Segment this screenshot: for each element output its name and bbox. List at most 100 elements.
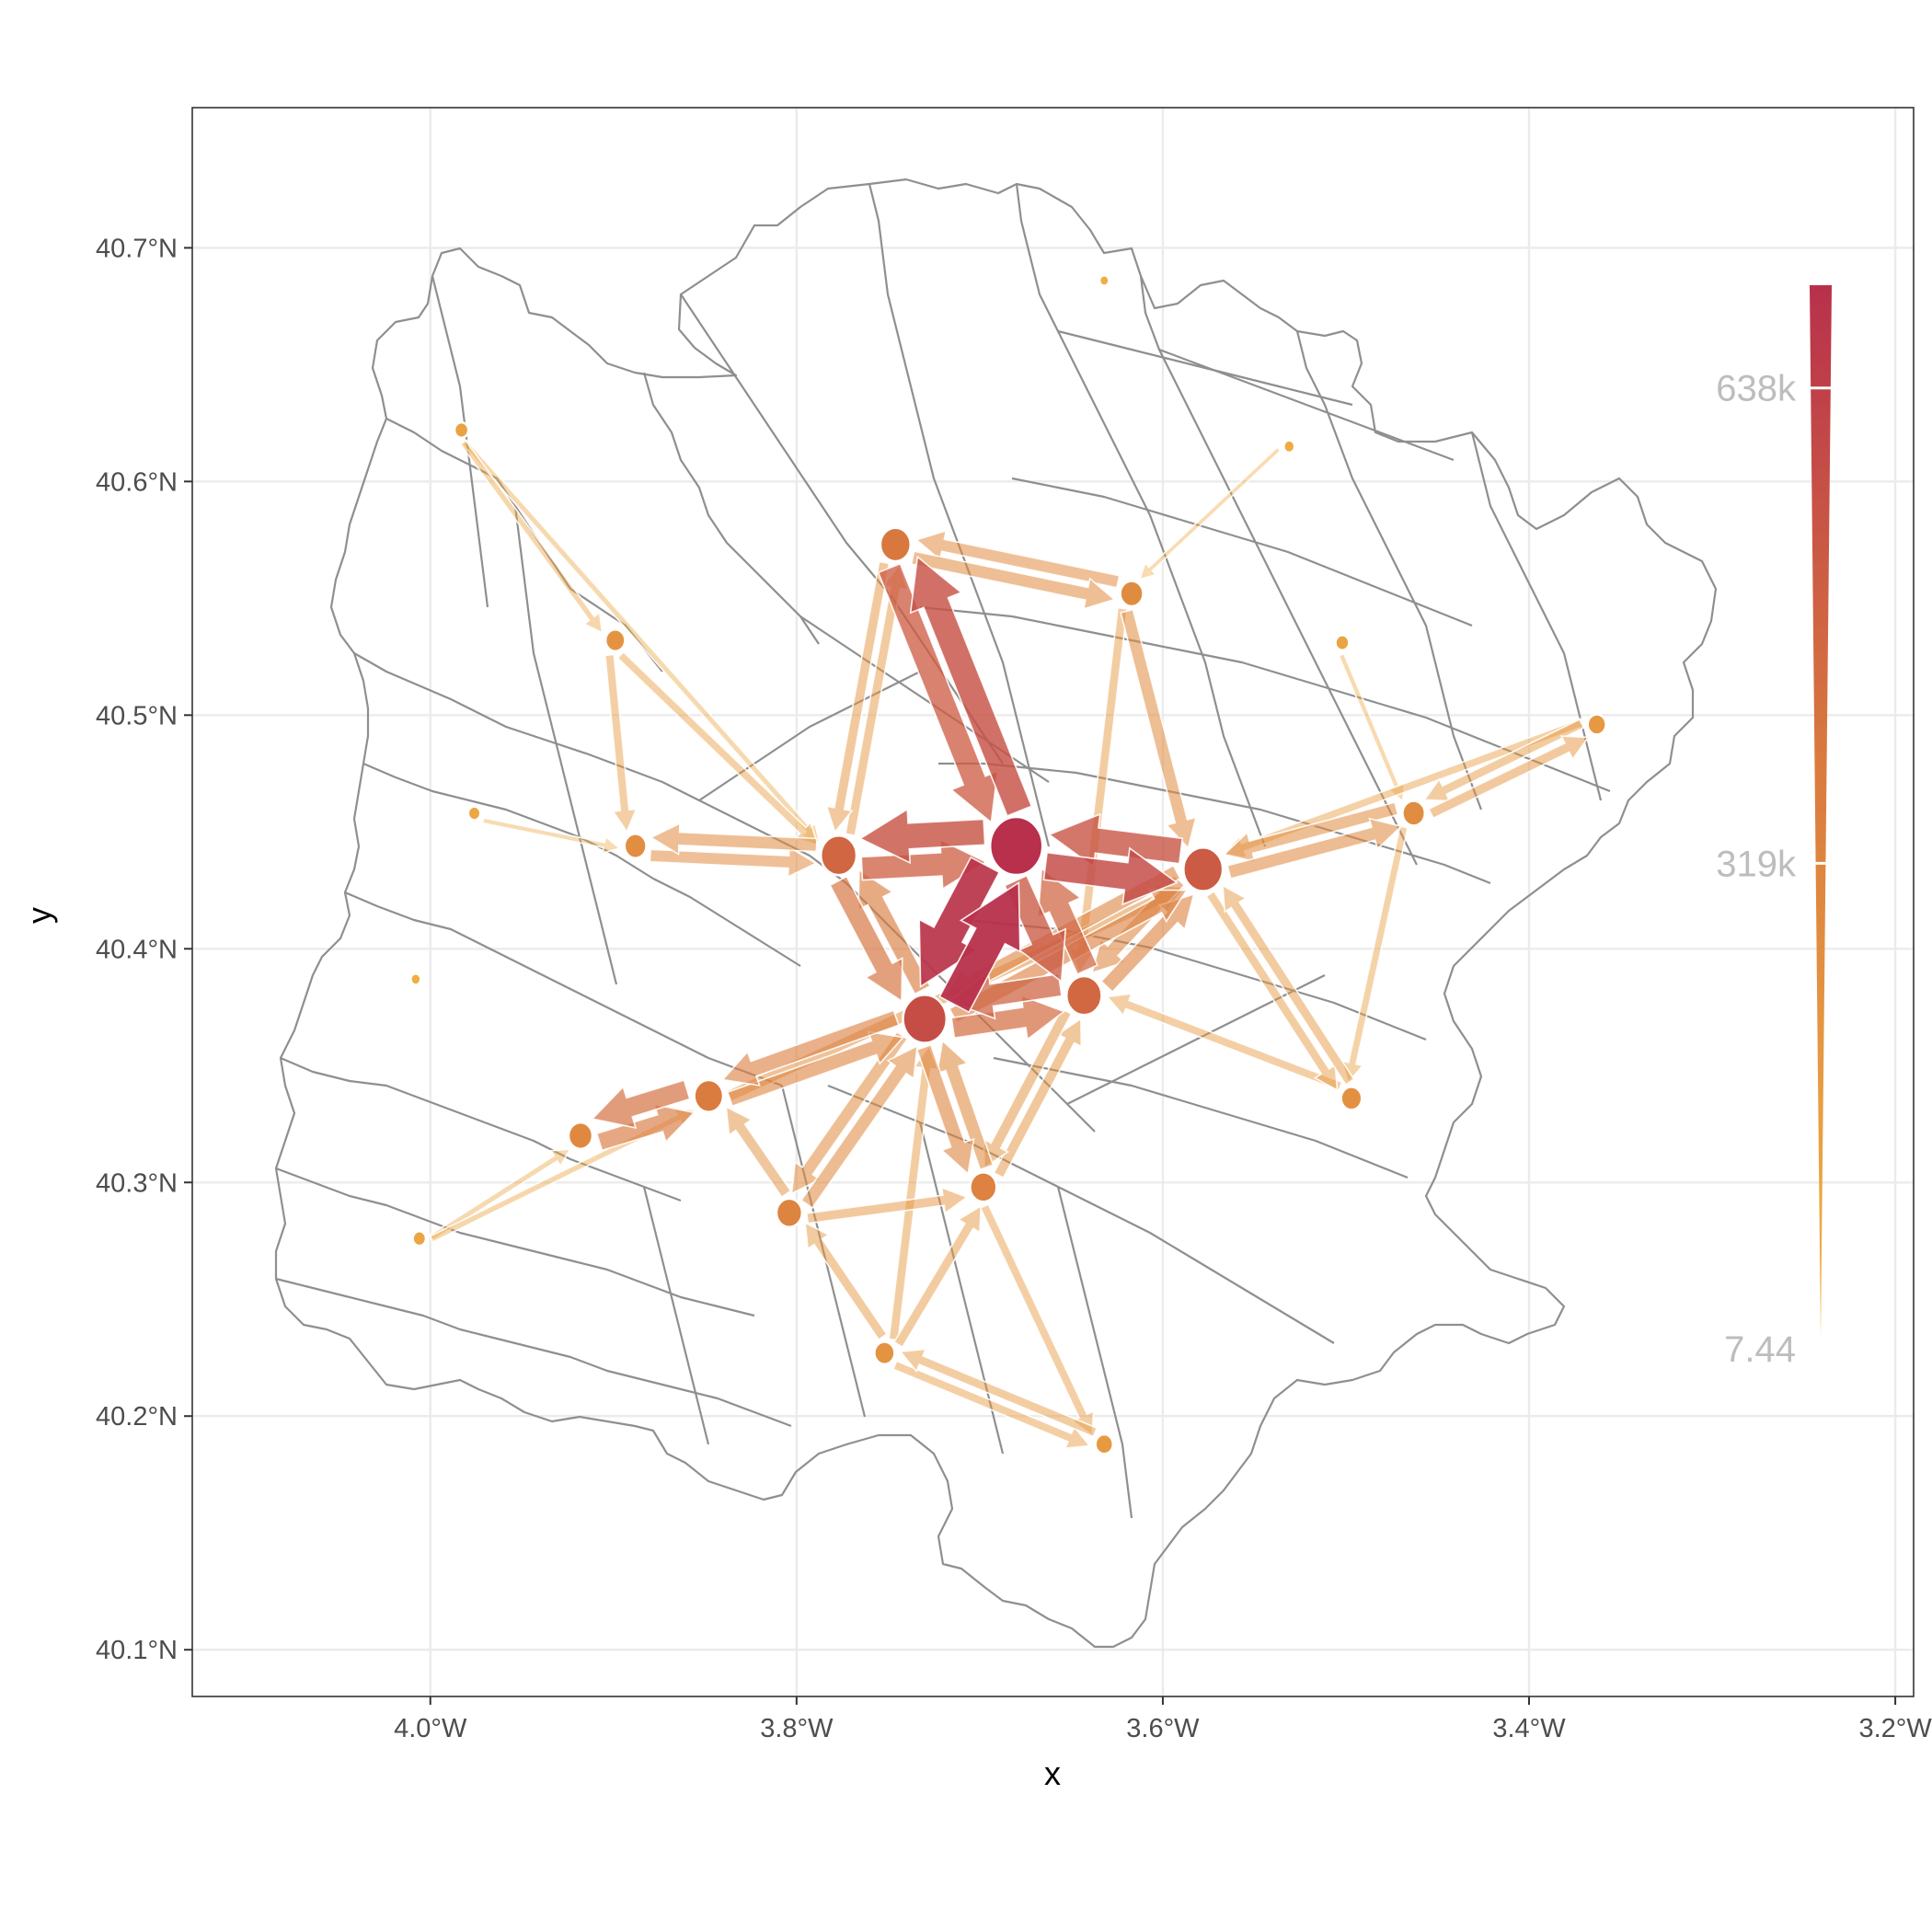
flow-arrow: [860, 838, 988, 891]
flow-node: [567, 1121, 594, 1151]
municipality-border: [275, 1167, 755, 1317]
flow-node: [623, 833, 648, 859]
municipality-border: [1057, 329, 1353, 407]
flow-node: [453, 420, 470, 440]
municipality-border: [918, 1121, 1005, 1455]
flow-arrow: [1428, 735, 1590, 820]
flow-arrow: [938, 880, 1021, 1014]
flow-node: [1334, 634, 1351, 652]
x-axis-title: x: [1044, 1754, 1061, 1792]
flow-node: [604, 628, 627, 653]
flow-arrow: [481, 817, 621, 855]
municipality-border: [1056, 1186, 1133, 1519]
flow-legend: 638k 319k 7.44: [1716, 285, 1832, 1370]
flow-arrow: [915, 1043, 975, 1176]
flow-arrow: [428, 1148, 571, 1242]
municipality-border: [1015, 183, 1267, 847]
municipality-border: [280, 1056, 682, 1202]
flow-arrow: [1042, 846, 1179, 906]
flow-arrow: [650, 822, 818, 856]
flow-arrow: [983, 1007, 1073, 1169]
flow-arrow: [721, 1009, 900, 1087]
municipality-border: [642, 372, 820, 645]
municipality-border: [1011, 477, 1473, 627]
flow-arrow: [725, 1105, 792, 1199]
y-tick-label: 40.2°N: [96, 1402, 178, 1432]
flow-arrow: [1004, 874, 1067, 983]
flow-arrow: [979, 1202, 1095, 1437]
flow-arrow: [918, 856, 1001, 988]
flow-arrow: [914, 529, 1121, 589]
flow-arrow: [604, 653, 638, 834]
flow-arrow: [1047, 812, 1184, 868]
y-tick-label: 40.4°N: [96, 935, 178, 964]
region-outline: [274, 178, 1718, 1649]
municipality-border: [993, 1056, 1409, 1179]
legend-break-label: 319k: [1716, 844, 1797, 884]
y-tick-label: 40.7°N: [96, 234, 178, 263]
municipality-border: [275, 1277, 792, 1428]
flow-arrow: [1106, 993, 1343, 1092]
flow-node: [873, 1340, 896, 1366]
municipality-border: [868, 183, 1051, 847]
flow-node: [988, 815, 1044, 877]
flow-arrow: [1120, 608, 1197, 850]
municipality-border: [513, 505, 618, 985]
municipality-border: [642, 1186, 710, 1445]
flow-arrow: [804, 1221, 889, 1341]
flow-arrow: [1138, 446, 1282, 581]
municipality-border: [680, 293, 1004, 765]
flow-node: [466, 805, 482, 822]
flow-arrow: [1340, 825, 1409, 1085]
x-tick-label: 3.2°W: [1858, 1714, 1932, 1743]
legend-bar: [1810, 285, 1832, 1339]
flow-arrow: [1422, 718, 1585, 802]
flow-arrow: [950, 994, 1066, 1041]
flow-node: [1182, 846, 1225, 892]
flow-node: [1340, 1086, 1363, 1111]
flow-arrow: [829, 875, 903, 1003]
y-tick-label: 40.1°N: [96, 1636, 178, 1665]
y-axis-title: y: [20, 907, 58, 924]
flow-arrow: [1205, 890, 1339, 1092]
y-tick-label: 40.3°N: [96, 1168, 178, 1198]
flow-arrow: [857, 868, 931, 995]
flow-node: [1098, 273, 1110, 287]
flow-arrow: [899, 1348, 1098, 1438]
flow-node: [1586, 713, 1607, 736]
flow-node: [1064, 974, 1103, 1017]
flow-node: [902, 994, 949, 1044]
flow-node: [411, 1230, 428, 1248]
municipality-border: [1139, 275, 1418, 866]
flow-node: [819, 834, 858, 877]
flow-arrows: [428, 439, 1590, 1450]
flow-arrow: [595, 1103, 696, 1152]
y-tick-label: 40.5°N: [96, 701, 178, 730]
flow-arrow: [858, 808, 986, 865]
municipality-border: [919, 605, 1611, 793]
flow-nodes: [409, 273, 1607, 1455]
flow-node: [1401, 799, 1427, 827]
municipality-border: [344, 891, 783, 1087]
flow-arrow: [1222, 884, 1355, 1087]
flow-arrow: [892, 1204, 983, 1349]
flow-arrow: [891, 1360, 1091, 1450]
panel-border: [191, 107, 1915, 1697]
flow-arrow: [910, 550, 1116, 610]
municipality-border: [1295, 330, 1483, 811]
flow-arrow: [909, 555, 1033, 817]
flow-node: [969, 1171, 998, 1203]
flow-arrow: [825, 560, 891, 834]
flow-node: [775, 1197, 804, 1228]
flow-arrow: [459, 439, 604, 634]
flow-node: [1119, 580, 1144, 608]
flow-arrow: [936, 1039, 995, 1171]
legend-break-label: 7.44: [1724, 1329, 1796, 1370]
x-axis: 4.0°W 3.8°W 3.6°W 3.4°W 3.2°W: [394, 1696, 1932, 1743]
flow-arrow: [591, 1079, 691, 1129]
flow-arrow: [805, 1186, 969, 1225]
flow-arrow: [616, 650, 820, 846]
flow-node: [1282, 439, 1296, 454]
flow-node: [409, 972, 422, 986]
municipality-border: [827, 1084, 1335, 1344]
